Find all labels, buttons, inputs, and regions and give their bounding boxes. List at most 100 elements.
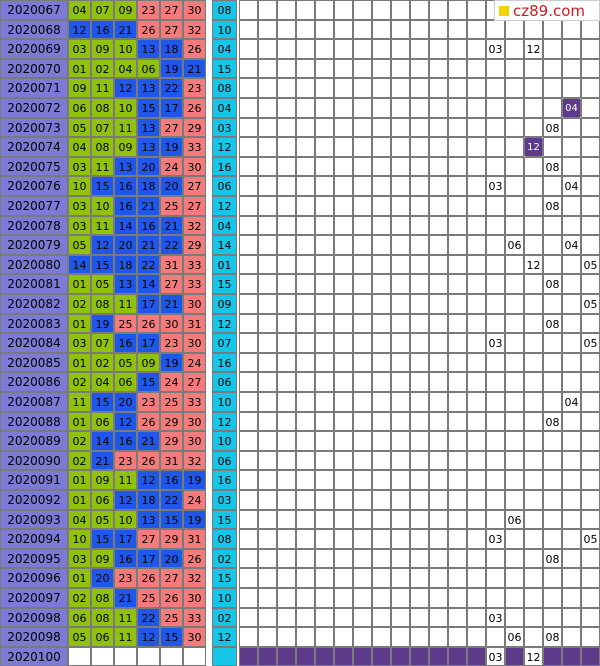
special-number: 10 (212, 20, 237, 39)
trend-mark: 08 (543, 412, 562, 431)
issue-number[interactable]: 2020070 (0, 59, 68, 78)
drawn-number: 26 (137, 451, 160, 470)
trend-cell (581, 216, 600, 235)
trend-cell (505, 412, 524, 431)
trend-cell (258, 451, 277, 470)
trend-cell (543, 470, 562, 490)
issue-number[interactable]: 2020075 (0, 157, 68, 176)
issue-number[interactable]: 2020080 (0, 255, 68, 274)
trend-cell (315, 59, 334, 78)
trend-cell (334, 176, 353, 196)
issue-number[interactable]: 2020098 (0, 608, 68, 627)
issue-number[interactable]: 2020093 (0, 510, 68, 529)
drawn-number: 02 (91, 353, 114, 372)
issue-number[interactable]: 2020086 (0, 372, 68, 392)
trend-cell (543, 431, 562, 451)
trend-cell (239, 333, 258, 353)
issue-number[interactable]: 2020069 (0, 39, 68, 59)
drawn-number: 32 (183, 216, 206, 235)
issue-number[interactable]: 2020083 (0, 314, 68, 333)
trend-cell (258, 0, 277, 20)
drawn-number: 22 (160, 490, 183, 510)
drawn-number: 15 (137, 372, 160, 392)
issue-number[interactable]: 2020097 (0, 588, 68, 608)
issue-number[interactable]: 2020079 (0, 235, 68, 255)
logo-text: cz89.com (513, 1, 586, 20)
trend-cell (467, 608, 486, 627)
issue-number[interactable]: 2020067 (0, 0, 68, 20)
issue-number[interactable]: 2020100 (0, 647, 68, 666)
trend-cell (353, 333, 372, 353)
issue-number[interactable]: 2020094 (0, 529, 68, 549)
trend-cell (410, 490, 429, 510)
trend-cell (448, 510, 467, 529)
issue-number[interactable]: 2020081 (0, 274, 68, 294)
trend-cell (372, 627, 391, 647)
special-number: 09 (212, 294, 237, 314)
drawn-number: 16 (137, 216, 160, 235)
trend-cell (486, 353, 505, 372)
drawn-number: 21 (137, 196, 160, 216)
issue-number[interactable]: 2020073 (0, 118, 68, 137)
drawn-number: 30 (183, 0, 206, 20)
issue-number[interactable]: 2020068 (0, 20, 68, 39)
drawn-number: 02 (68, 372, 91, 392)
special-number: 04 (212, 39, 237, 59)
issue-number[interactable]: 2020084 (0, 333, 68, 353)
trend-cell (353, 196, 372, 216)
issue-number[interactable]: 2020090 (0, 451, 68, 470)
issue-number[interactable]: 2020091 (0, 470, 68, 490)
drawn-number: 11 (91, 216, 114, 235)
trend-cell (486, 314, 505, 333)
special-number: 12 (212, 412, 237, 431)
issue-number[interactable]: 2020089 (0, 431, 68, 451)
issue-number[interactable]: 2020095 (0, 549, 68, 568)
trend-cell (239, 157, 258, 176)
trend-cell (448, 274, 467, 294)
trend-cell (391, 412, 410, 431)
trend-cell (239, 176, 258, 196)
drawn-number: 20 (160, 549, 183, 568)
issue-number[interactable]: 2020071 (0, 78, 68, 98)
trend-cell (410, 20, 429, 39)
trend-cell (410, 78, 429, 98)
issue-number[interactable]: 2020076 (0, 176, 68, 196)
trend-cell (258, 372, 277, 392)
issue-number[interactable]: 2020077 (0, 196, 68, 216)
trend-cell (448, 549, 467, 568)
trend-cell (543, 608, 562, 627)
issue-number[interactable]: 2020085 (0, 353, 68, 372)
trend-mark: 05 (581, 294, 600, 314)
trend-cell (543, 78, 562, 98)
issue-number[interactable]: 2020082 (0, 294, 68, 314)
issue-number[interactable]: 2020072 (0, 98, 68, 118)
trend-cell (448, 157, 467, 176)
trend-cell (486, 59, 505, 78)
trend-cell (296, 98, 315, 118)
trend-cell (448, 353, 467, 372)
issue-number[interactable]: 2020074 (0, 137, 68, 157)
trend-cell (353, 353, 372, 372)
trend-cell (239, 392, 258, 412)
drawn-number: 01 (68, 59, 91, 78)
trend-cell (505, 137, 524, 157)
site-logo[interactable]: cz89.com (494, 0, 600, 21)
trend-cell (315, 333, 334, 353)
issue-number[interactable]: 2020092 (0, 490, 68, 510)
issue-number[interactable]: 2020088 (0, 412, 68, 431)
trend-cell (467, 78, 486, 98)
drawn-number: 04 (68, 510, 91, 529)
trend-cell (505, 431, 524, 451)
trend-cell (562, 549, 581, 568)
trend-cell (239, 294, 258, 314)
trend-cell (372, 333, 391, 353)
trend-cell (315, 412, 334, 431)
issue-number[interactable]: 2020087 (0, 392, 68, 412)
issue-number[interactable]: 2020098 (0, 627, 68, 647)
issue-number[interactable]: 2020078 (0, 216, 68, 235)
trend-cell (486, 255, 505, 274)
trend-cell (410, 235, 429, 255)
trend-cell (258, 314, 277, 333)
drawn-number: 30 (183, 294, 206, 314)
issue-number[interactable]: 2020096 (0, 568, 68, 588)
